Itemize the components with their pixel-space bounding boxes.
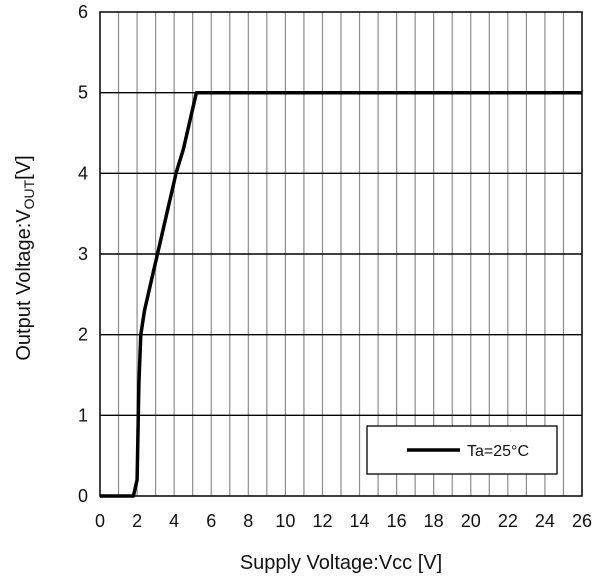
x-tick-labels: 0 2 4 6 8 10 12 14 16 18 20 22 24 26 xyxy=(95,511,592,531)
x-tick-label: 24 xyxy=(535,511,555,531)
y-tick-labels: 0 1 2 3 4 5 6 xyxy=(78,2,88,506)
x-tick-label: 12 xyxy=(312,511,332,531)
series-line-ta-25c xyxy=(100,90,582,498)
x-tick-label: 22 xyxy=(498,511,518,531)
y-tick-label: 3 xyxy=(78,244,88,264)
x-tick-label: 2 xyxy=(132,511,142,531)
x-tick-label: 0 xyxy=(95,511,105,531)
legend-box xyxy=(366,425,558,475)
legend-label: Ta=25°C xyxy=(467,443,529,460)
y-tick-label: 2 xyxy=(78,325,88,345)
x-tick-label: 8 xyxy=(243,511,253,531)
y-tick-label: 1 xyxy=(78,405,88,425)
y-tick-label: 4 xyxy=(78,163,88,183)
plot-frame xyxy=(99,11,583,497)
y-axis-title: Output Voltage:VOUT[V] xyxy=(13,155,37,360)
y-tick-label: 0 xyxy=(78,486,88,506)
x-axis-title: Supply Voltage:Vcc [V] xyxy=(240,552,442,574)
x-tick-label: 16 xyxy=(387,511,407,531)
y-axis-title-main: Output Voltage:V xyxy=(13,209,35,361)
legend: Ta=25°C xyxy=(366,425,558,475)
x-tick-label: 14 xyxy=(350,511,370,531)
y-tick-label: 6 xyxy=(78,2,88,22)
x-tick-label: 20 xyxy=(461,511,481,531)
y-axis-title-subscript: OUT xyxy=(21,179,37,209)
y-axis-title-unit: [V] xyxy=(13,155,35,179)
grid-lines xyxy=(100,12,582,496)
y-tick-label: 5 xyxy=(78,83,88,103)
x-tick-label: 18 xyxy=(424,511,444,531)
x-tick-label: 6 xyxy=(206,511,216,531)
x-tick-label: 26 xyxy=(572,511,592,531)
x-tick-label: 4 xyxy=(169,511,179,531)
x-tick-label: 10 xyxy=(275,511,295,531)
